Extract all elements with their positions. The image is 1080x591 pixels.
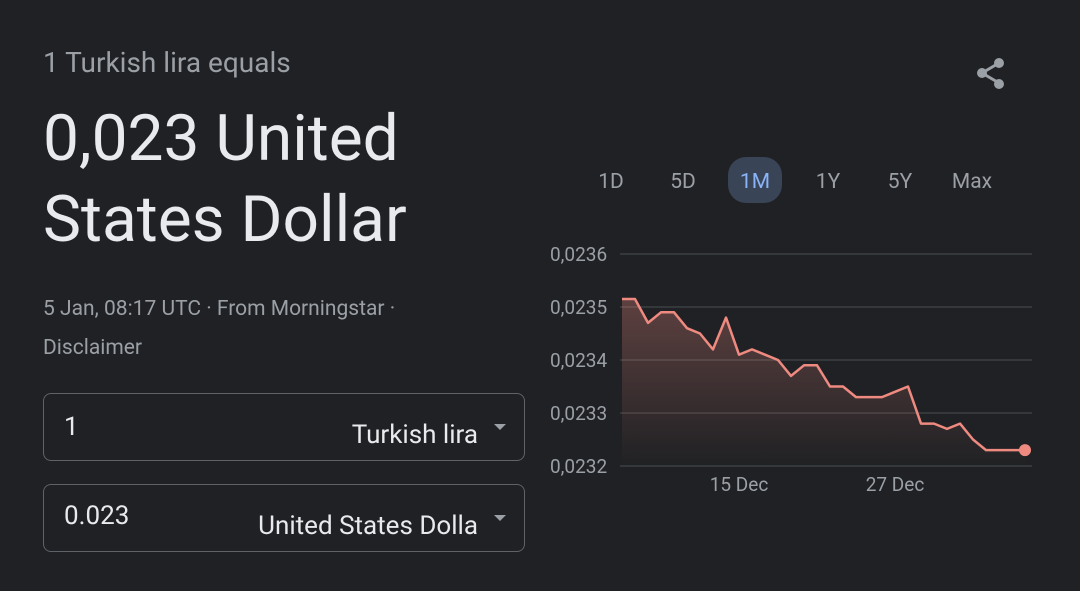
- y-tick-label: 0,0235: [550, 296, 607, 319]
- from-input[interactable]: 1 Turkish lira: [43, 393, 525, 461]
- y-tick-label: 0,0232: [550, 455, 607, 478]
- subtitle: 1 Turkish lira equals: [43, 46, 291, 79]
- line: [622, 297, 1025, 452]
- y-tick-label: 0,0234: [550, 349, 607, 372]
- range-button[interactable]: Max: [952, 170, 992, 194]
- from-currency[interactable]: Turkish lira: [351, 420, 478, 450]
- x-tick-label: 27 Dec: [866, 473, 925, 496]
- from-amount[interactable]: 1: [64, 412, 79, 442]
- range-button[interactable]: 5D: [670, 170, 696, 194]
- range-selected-bg[interactable]: [728, 157, 782, 203]
- dropdown-arrow[interactable]: [494, 515, 506, 521]
- x-tick-label: 15 Dec: [710, 473, 769, 496]
- end-dot: [1019, 444, 1031, 457]
- disclaimer[interactable]: Disclaimer: [43, 336, 143, 360]
- range-button[interactable]: 1D: [598, 170, 624, 194]
- to-input[interactable]: 0.023 United States Dolla: [43, 484, 525, 552]
- y-tick-label: 0,0236: [550, 243, 607, 266]
- dropdown-arrow[interactable]: [494, 424, 506, 430]
- y-tick-label: 0,0233: [550, 402, 607, 425]
- to-amount[interactable]: 0.023: [64, 501, 130, 531]
- meta: 5 Jan, 08:17 UTC · From Morningstar ·: [43, 297, 396, 321]
- range-button[interactable]: 1M: [740, 170, 770, 194]
- range-button[interactable]: 5Y: [888, 170, 913, 194]
- result: 0,023 United States Dollar: [43, 101, 407, 257]
- share-icon[interactable]: [977, 58, 1004, 89]
- to-currency[interactable]: United States Dolla: [258, 511, 478, 541]
- range-button[interactable]: 1Y: [816, 170, 841, 194]
